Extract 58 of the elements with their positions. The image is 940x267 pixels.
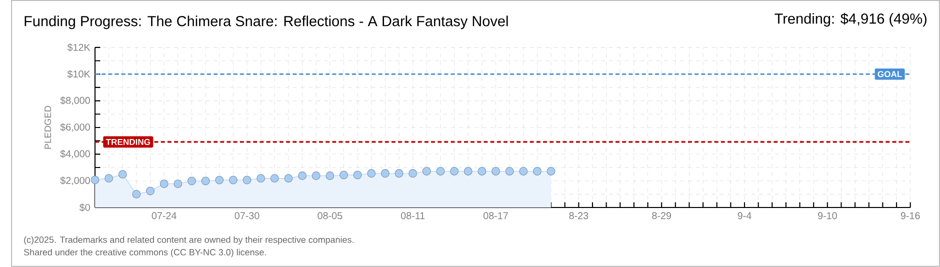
point	[450, 167, 459, 176]
point	[90, 176, 100, 184]
point	[242, 176, 252, 184]
y-tick-label: $2,000	[60, 176, 90, 186]
point	[505, 167, 514, 176]
point	[132, 190, 141, 198]
x-tick-label: 9-10	[818, 212, 837, 220]
point	[146, 186, 155, 196]
point	[160, 180, 168, 188]
point	[298, 172, 307, 180]
x-tick-label: 9-4	[738, 212, 752, 220]
point	[533, 167, 542, 176]
point	[118, 170, 127, 179]
text: (c)2025. Trademarks and related content are owned by their respective companies.	[24, 236, 354, 245]
point	[519, 167, 528, 176]
point	[326, 172, 334, 180]
x-tick-label: 07-24	[152, 212, 176, 220]
x-tick-label: 08-17	[484, 212, 508, 220]
y-tick-label: $8,000	[60, 96, 90, 106]
point	[228, 176, 238, 184]
point	[408, 169, 418, 178]
y-axis-title: PLEDGED	[44, 106, 52, 149]
text: Shared under the creative commons (CC BY-NC 3.0) license.	[24, 248, 266, 258]
chart-subtitle: Trending: $4,916 (49%)	[774, 12, 926, 27]
x-tick-label: 8-29	[652, 212, 672, 220]
y-tick-label: $4,000	[60, 150, 90, 159]
x-tick-label: 8-23	[569, 212, 588, 220]
point	[312, 172, 320, 180]
point	[201, 176, 210, 186]
point	[464, 167, 472, 176]
x-tick-label: 9-16	[900, 212, 920, 220]
point	[353, 170, 362, 180]
x-tick-label: 08-11	[400, 212, 425, 220]
point	[340, 170, 348, 180]
x-tick-label: 08-05	[318, 212, 342, 220]
point	[492, 167, 500, 176]
point	[367, 169, 376, 178]
y-tick-label: $0	[79, 204, 90, 212]
y-tick-label: $12K	[67, 44, 90, 52]
point	[380, 169, 390, 178]
point	[270, 174, 279, 183]
point	[104, 174, 114, 183]
point	[478, 167, 486, 176]
point	[188, 176, 196, 186]
y-tick-label: $6,000	[60, 123, 90, 132]
point	[215, 176, 224, 184]
point	[422, 167, 431, 176]
y-tick-label: $10K	[67, 70, 90, 78]
ref-line-label: GOAL	[878, 71, 902, 78]
point	[436, 167, 445, 176]
point	[256, 174, 266, 183]
x-tick-label: 07-30	[234, 212, 260, 220]
point	[284, 174, 293, 183]
point	[174, 180, 182, 188]
chart-title: Funding Progress: The Chimera Snare: Reflections - A Dark Fantasy Novel	[24, 16, 508, 30]
point	[546, 167, 556, 176]
point	[394, 169, 404, 178]
ref-line-label: TRENDING	[106, 138, 150, 146]
